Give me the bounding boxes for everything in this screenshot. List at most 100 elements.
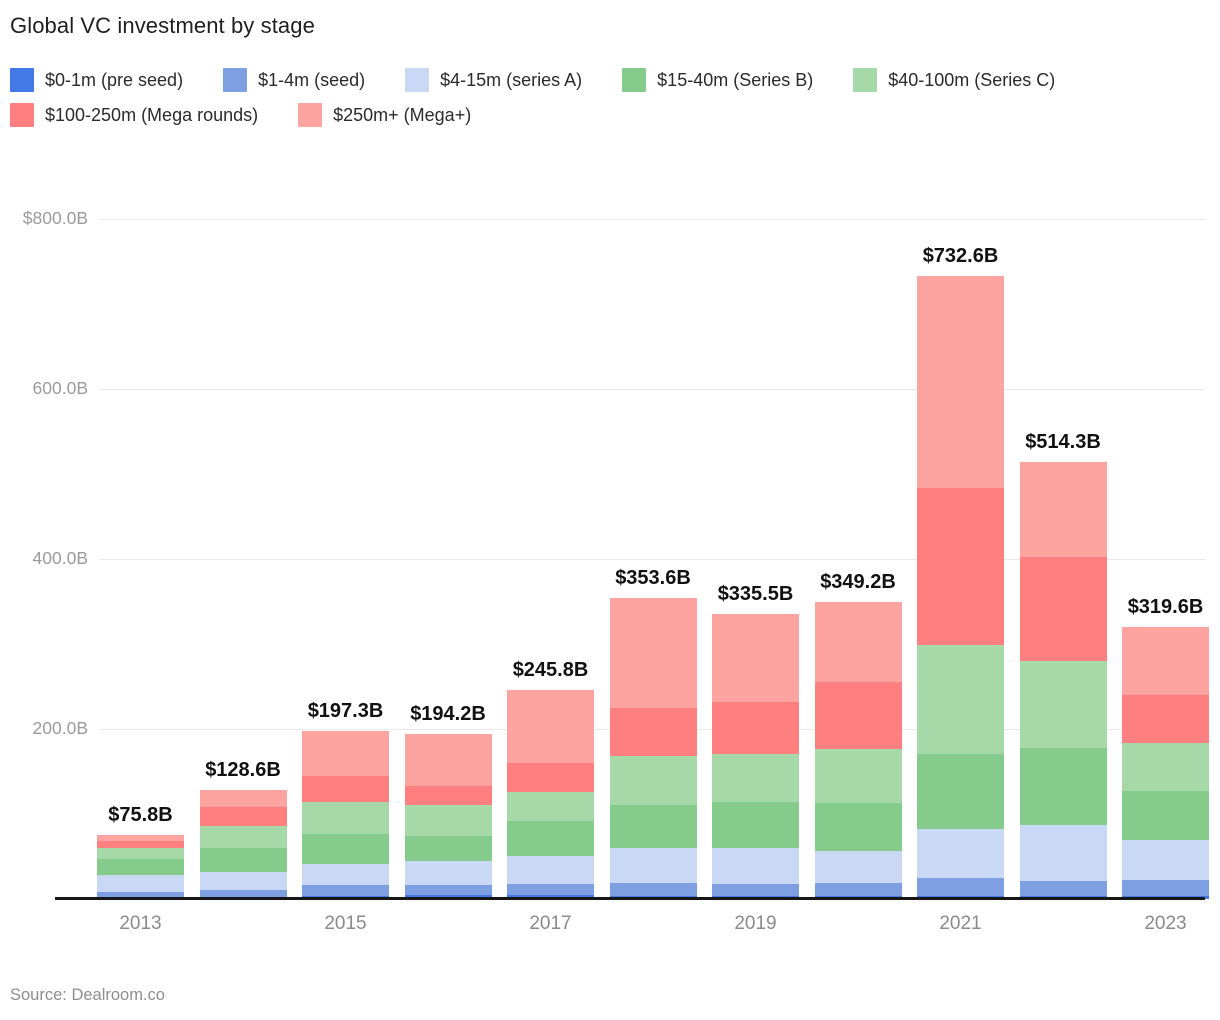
x-axis-tick-label-2013: 2013 [119,913,162,934]
bar-total-label-2022: $514.3B [1025,430,1101,453]
legend-item-2[interactable]: $4-15m (series A) [405,68,582,92]
bar-segment-2021-s1[interactable] [917,878,1004,896]
bar-segment-2016-s0[interactable] [404,895,492,899]
bar-segment-2019-s4[interactable] [712,753,799,803]
bar-segment-2020-s2[interactable] [814,850,902,884]
bar-segment-2020-s5[interactable] [814,682,902,749]
bar-segment-2014-s6[interactable] [199,789,287,807]
bar-segment-2013-s2[interactable] [97,875,184,892]
y-axis-tick-label: 200.0B [32,718,88,738]
bar-segment-2017-s5[interactable] [507,763,594,793]
bar-segment-2014-s1[interactable] [199,889,287,897]
bar-segment-2018-s1[interactable] [609,882,697,896]
bar-segment-2013-s5[interactable] [97,840,184,849]
bar-segment-2023-s2[interactable] [1122,839,1209,881]
bar-segment-2018-s3[interactable] [609,804,697,848]
bar-segment-2019-s6[interactable] [712,613,799,702]
legend-swatch-icon [298,103,323,127]
bar-segment-2020-s1[interactable] [814,883,902,896]
bar-segment-2017-s0[interactable] [507,895,594,899]
bar-segment-2019-s3[interactable] [712,802,799,848]
gridline-600 [100,389,1205,390]
bar-segment-2022-s6[interactable] [1019,461,1107,558]
bar-segment-2022-s5[interactable] [1019,557,1107,661]
legend-item-5[interactable]: $100-250m (Mega rounds) [10,103,258,127]
legend-item-label: $15-40m (Series B) [657,69,814,90]
bar-segment-2016-s3[interactable] [404,835,492,861]
bar-segment-2018-s2[interactable] [609,848,697,883]
legend-item-label: $4-15m (series A) [440,69,583,90]
legend-swatch-icon [853,68,878,92]
legend-item-6[interactable]: $250m+ (Mega+) [298,103,471,127]
bar-segment-2016-s5[interactable] [404,786,492,805]
bar-segment-2016-s2[interactable] [404,860,492,885]
y-axis-tick-label: 400.0B [32,548,88,568]
bar-segment-2022-s4[interactable] [1019,660,1107,749]
bar-segment-2015-s4[interactable] [302,802,389,835]
legend-item-label: $0-1m (pre seed) [45,69,184,90]
bar-segment-2013-s4[interactable] [97,848,184,860]
legend-swatch-icon [223,68,248,92]
bar-segment-2020-s3[interactable] [814,803,902,851]
bar-segment-2019-s1[interactable] [712,884,799,896]
x-axis-tick-label-2023: 2023 [1144,913,1187,934]
bar-segment-2022-s3[interactable] [1019,748,1107,825]
bar-segment-2018-s5[interactable] [609,708,697,757]
bar-total-label-2015: $197.3B [307,700,384,723]
bar-segment-2014-s3[interactable] [199,848,287,872]
bar-segment-2017-s2[interactable] [507,855,594,884]
bar-segment-2014-s4[interactable] [199,825,287,849]
bar-segment-2020-s4[interactable] [814,748,902,804]
legend-item-0[interactable]: $0-1m (pre seed) [10,68,183,92]
bar-total-label-2019: $335.5B [717,582,794,605]
bar-segment-2021-s6[interactable] [917,276,1004,489]
bar-segment-2023-s5[interactable] [1122,695,1209,743]
bar-segment-2017-s1[interactable] [507,883,594,895]
bar-segment-2023-s3[interactable] [1122,791,1209,840]
bar-segment-2014-s5[interactable] [199,806,287,826]
bar-segment-2021-s3[interactable] [917,753,1004,830]
bar-segment-2022-s2[interactable] [1019,824,1107,881]
bar-segment-2022-s1[interactable] [1019,880,1107,897]
gridline-400 [100,559,1205,560]
bar-total-label-2020: $349.2B [820,571,896,594]
legend-swatch-icon [10,68,34,92]
bar-segment-2016-s6[interactable] [404,733,492,787]
bar-segment-2023-s1[interactable] [1122,880,1209,897]
legend-item-3[interactable]: $15-40m (Series B) [622,68,813,92]
bar-total-label-2018: $353.6B [615,567,691,590]
bar-segment-2016-s4[interactable] [404,804,492,836]
bar-segment-2013-s1[interactable] [97,891,184,898]
bar-segment-2023-s6[interactable] [1122,627,1209,696]
bar-segment-2019-s2[interactable] [712,847,799,885]
bar-segment-2017-s3[interactable] [507,820,594,856]
bar-segment-2021-s5[interactable] [917,488,1004,646]
bar-segment-2015-s3[interactable] [302,834,389,864]
legend-item-4[interactable]: $40-100m (Series C) [853,68,1055,92]
bar-segment-2017-s6[interactable] [507,690,594,763]
bar-segment-2013-s6[interactable] [97,834,184,841]
bar-segment-2023-s4[interactable] [1122,743,1209,792]
bar-segment-2017-s4[interactable] [507,792,594,821]
bar-segment-2018-s6[interactable] [609,598,697,708]
bar-segment-2015-s2[interactable] [302,863,389,885]
bar-total-label-2021: $732.6B [922,245,999,268]
x-axis-tick-label-2015: 2015 [324,913,367,934]
bar-segment-2015-s1[interactable] [302,884,389,896]
bar-segment-2013-s3[interactable] [97,859,184,876]
legend: $0-1m (pre seed) $1-4m (seed) $4-15m (seri… [10,68,1210,127]
bar-total-label-2023: $319.6B [1127,596,1204,619]
bar-segment-2021-s2[interactable] [917,829,1004,879]
bar-segment-2018-s4[interactable] [609,756,697,805]
bar-segment-2014-s2[interactable] [199,871,287,890]
bar-segment-2016-s1[interactable] [404,884,492,895]
bar-segment-2015-s6[interactable] [302,731,389,776]
legend-item-1[interactable]: $1-4m (seed) [223,68,365,92]
gridline-800 [100,219,1205,220]
bar-segment-2015-s5[interactable] [302,775,389,803]
bar-segment-2021-s4[interactable] [917,645,1004,754]
bar-segment-2019-s5[interactable] [712,701,799,754]
x-axis-tick-label-2019: 2019 [734,913,777,934]
bar-segment-2020-s6[interactable] [814,602,902,683]
